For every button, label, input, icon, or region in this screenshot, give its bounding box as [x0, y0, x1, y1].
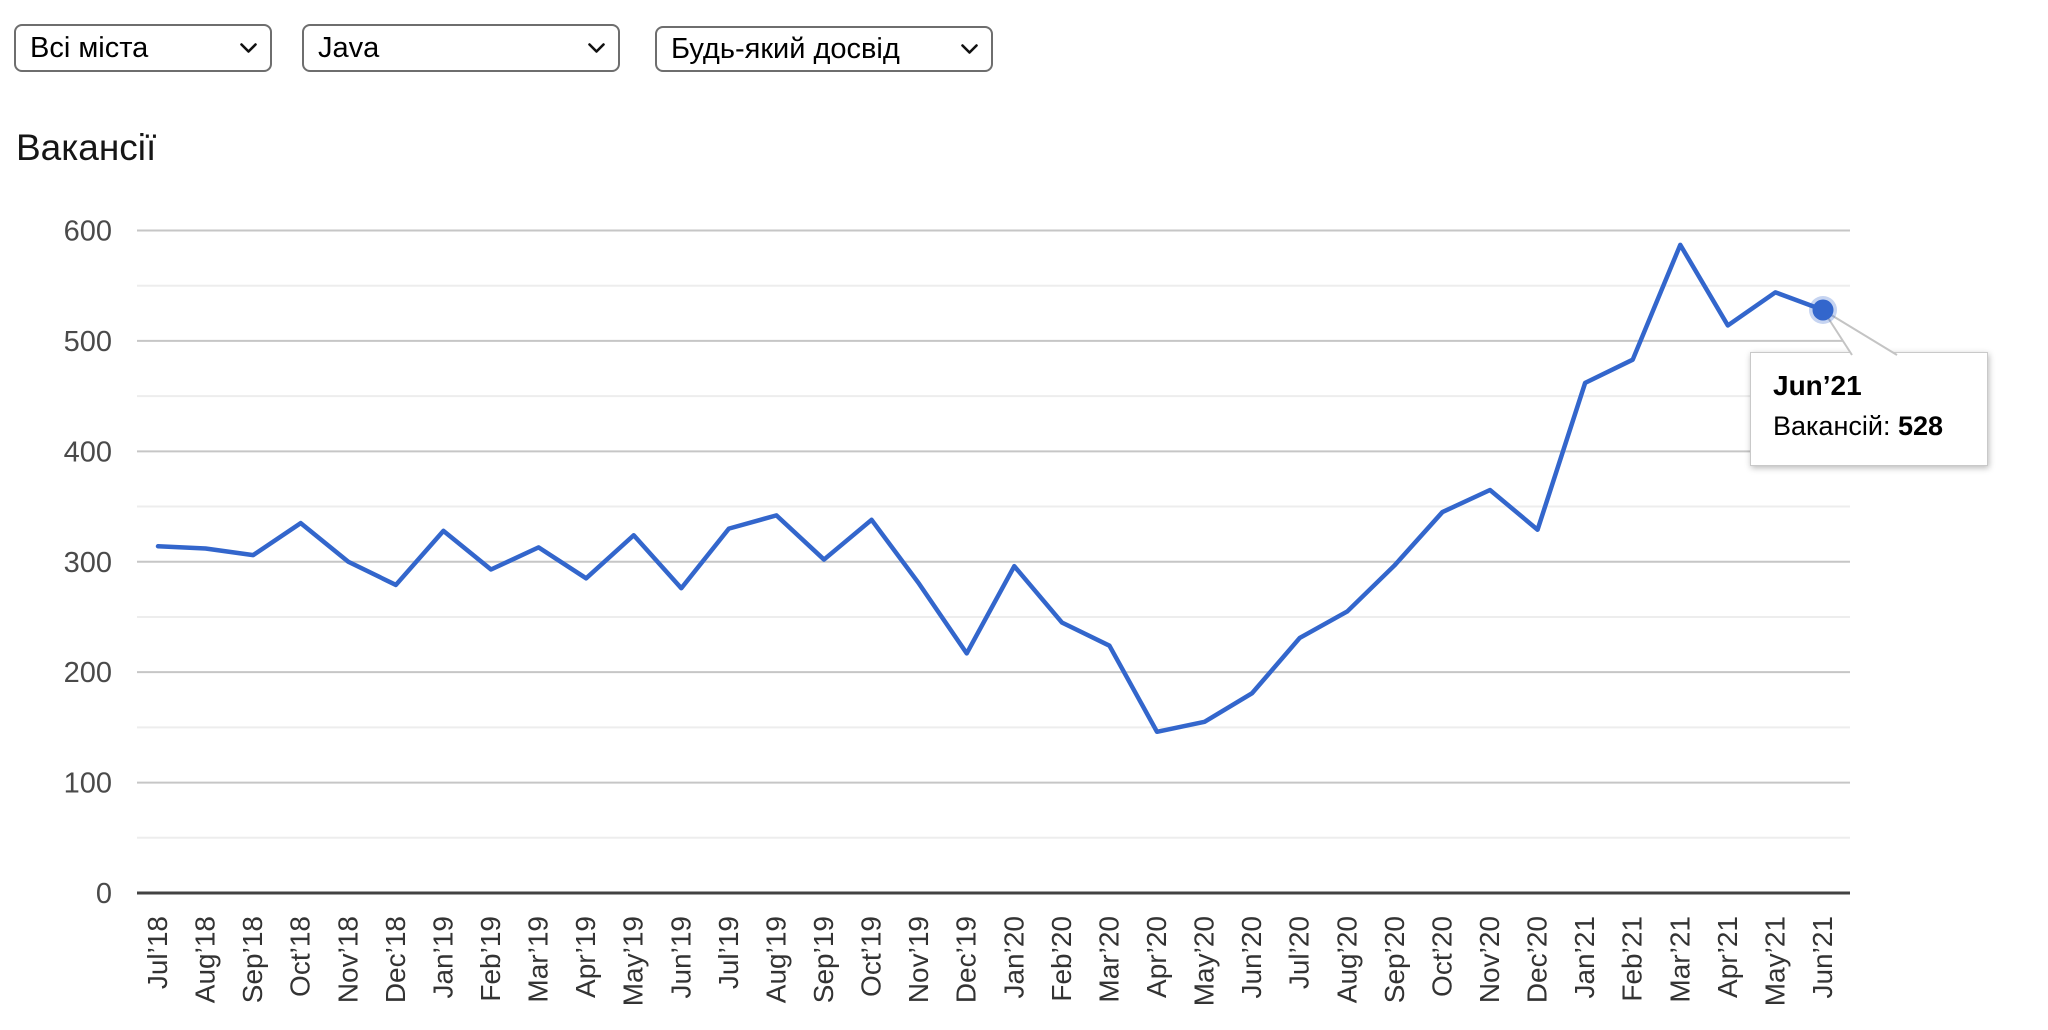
chart-line-vacancies[interactable] — [155, 242, 1826, 735]
technology-filter-select[interactable]: Java — [302, 24, 620, 72]
x-axis-label: Feb’19 — [475, 916, 506, 1002]
y-axis-label: 500 — [64, 326, 112, 358]
x-axis-label: Oct’20 — [1426, 916, 1457, 997]
x-axis-label: Jun’21 — [1807, 916, 1838, 999]
x-axis-label: Oct’19 — [856, 916, 887, 997]
experience-filter-select[interactable]: Будь-який досвід — [655, 26, 993, 72]
city-filter-select[interactable]: Всі міста — [14, 24, 272, 72]
y-axis-label: 600 — [64, 216, 112, 248]
tooltip-pointer — [1809, 296, 1898, 356]
x-axis-label: Jan’21 — [1569, 916, 1600, 999]
x-axis-label: May’20 — [1189, 916, 1220, 1006]
x-axis-label: Nov’20 — [1474, 916, 1505, 1003]
x-axis-label: Aug’18 — [190, 916, 221, 1003]
x-axis-label: Sep’18 — [237, 916, 268, 1003]
y-axis-label: 100 — [64, 768, 112, 800]
x-axis-label: Oct’18 — [285, 916, 316, 997]
chart-point-highlight[interactable] — [1812, 299, 1834, 321]
x-axis-label: Mar’19 — [523, 916, 554, 1003]
chevron-down-icon — [240, 42, 257, 54]
x-axis-label: Mar’20 — [1093, 916, 1124, 1003]
x-axis-label: Dec’19 — [951, 916, 982, 1003]
tooltip-month: Jun’21 — [1773, 370, 1862, 401]
x-axis-label: Jun’20 — [1236, 916, 1267, 999]
x-axis-label: Jul’18 — [142, 916, 173, 989]
x-axis-label: Jul’20 — [1284, 916, 1315, 989]
experience-filter-value: Будь-який досвід — [671, 32, 900, 65]
x-axis-label: Feb’21 — [1617, 916, 1648, 1002]
y-axis-label: 400 — [64, 436, 112, 468]
x-axis-label: Jan’20 — [998, 916, 1029, 999]
x-axis-label: Jan’19 — [427, 916, 458, 999]
x-axis-label: May’19 — [618, 916, 649, 1006]
y-axis-label: 200 — [64, 657, 112, 689]
x-axis-label: Apr’21 — [1712, 916, 1743, 998]
x-axis-label: May’21 — [1759, 916, 1790, 1006]
chart-title: Вакансії — [16, 127, 157, 168]
x-axis-label: Jul’19 — [713, 916, 744, 989]
x-axis-label: Apr’19 — [570, 916, 601, 998]
x-axis-label: Sep’20 — [1379, 916, 1410, 1003]
x-axis-label: Aug’19 — [760, 916, 791, 1003]
x-axis-label: Dec’18 — [380, 916, 411, 1003]
chevron-down-icon — [588, 42, 605, 54]
x-axis-label: Nov’19 — [903, 916, 934, 1003]
tooltip-label: Вакансій: — [1773, 411, 1891, 441]
x-axis-label: Nov’18 — [332, 916, 363, 1003]
x-axis-label: Aug’20 — [1331, 916, 1362, 1003]
x-axis-label: Mar’21 — [1664, 916, 1695, 1003]
chevron-down-icon — [961, 43, 978, 55]
y-axis-label: 0 — [96, 878, 112, 910]
x-axis-label: Dec’20 — [1522, 916, 1553, 1003]
tooltip-row: Вакансій: 528 — [1773, 411, 1965, 442]
x-axis-label: Jun’19 — [665, 916, 696, 999]
x-axis-label: Feb’20 — [1046, 916, 1077, 1002]
chart-tooltip: Jun’21 Вакансій: 528 — [1750, 352, 1988, 466]
technology-filter-value: Java — [318, 31, 380, 64]
tooltip-value: 528 — [1897, 411, 1944, 441]
city-filter-value: Всі міста — [30, 31, 149, 64]
x-axis-label: Apr’20 — [1141, 916, 1172, 998]
y-axis-label: 300 — [64, 547, 112, 579]
x-axis-label: Sep’19 — [808, 916, 839, 1003]
